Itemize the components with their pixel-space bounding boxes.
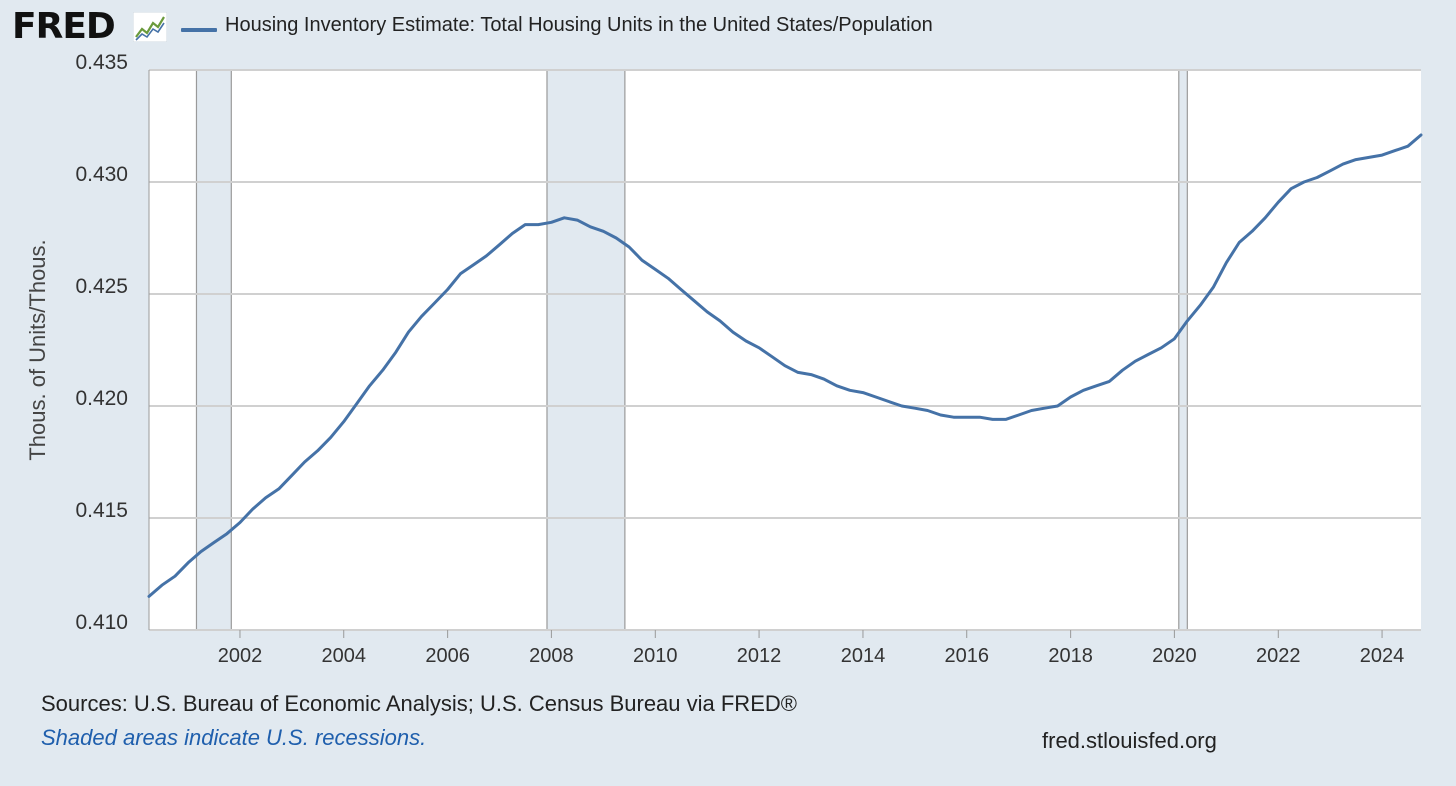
- y-tick-label: 0.420: [75, 387, 128, 410]
- x-tick-label: 2024: [1360, 645, 1405, 667]
- source-text: Sources: U.S. Bureau of Economic Analysi…: [41, 691, 797, 716]
- fred-url: fred.stlouisfed.org: [1042, 728, 1217, 753]
- y-tick-label: 0.430: [75, 163, 128, 186]
- plot-area: [149, 70, 1421, 630]
- recession-band: [196, 70, 232, 630]
- recession-note: Shaded areas indicate U.S. recessions.: [41, 725, 427, 750]
- fred-logo: FRED: [12, 6, 116, 47]
- x-tick-label: 2008: [529, 645, 574, 667]
- line-chart-icon: [133, 12, 167, 42]
- x-tick-label: 2012: [737, 645, 782, 667]
- x-tick-label: 2006: [425, 645, 470, 667]
- y-tick-label: 0.415: [75, 499, 128, 522]
- x-tick-label: 2022: [1256, 645, 1301, 667]
- y-tick-label: 0.410: [75, 611, 128, 634]
- legend-series-swatch: [181, 28, 217, 32]
- x-tick-label: 2010: [633, 645, 678, 667]
- y-tick-label: 0.435: [75, 51, 128, 74]
- legend-series-label: Housing Inventory Estimate: Total Housin…: [225, 14, 933, 36]
- x-tick-label: 2004: [321, 645, 366, 667]
- x-tick-label: 2020: [1152, 645, 1197, 667]
- x-tick-label: 2002: [218, 645, 263, 667]
- series-line: [147, 133, 1423, 598]
- x-tick-label: 2016: [944, 645, 989, 667]
- recession-band: [1178, 70, 1188, 630]
- recession-band: [546, 70, 625, 630]
- y-tick-label: 0.425: [75, 275, 128, 298]
- x-tick-label: 2014: [841, 645, 886, 667]
- x-tick-label: 2018: [1048, 645, 1093, 667]
